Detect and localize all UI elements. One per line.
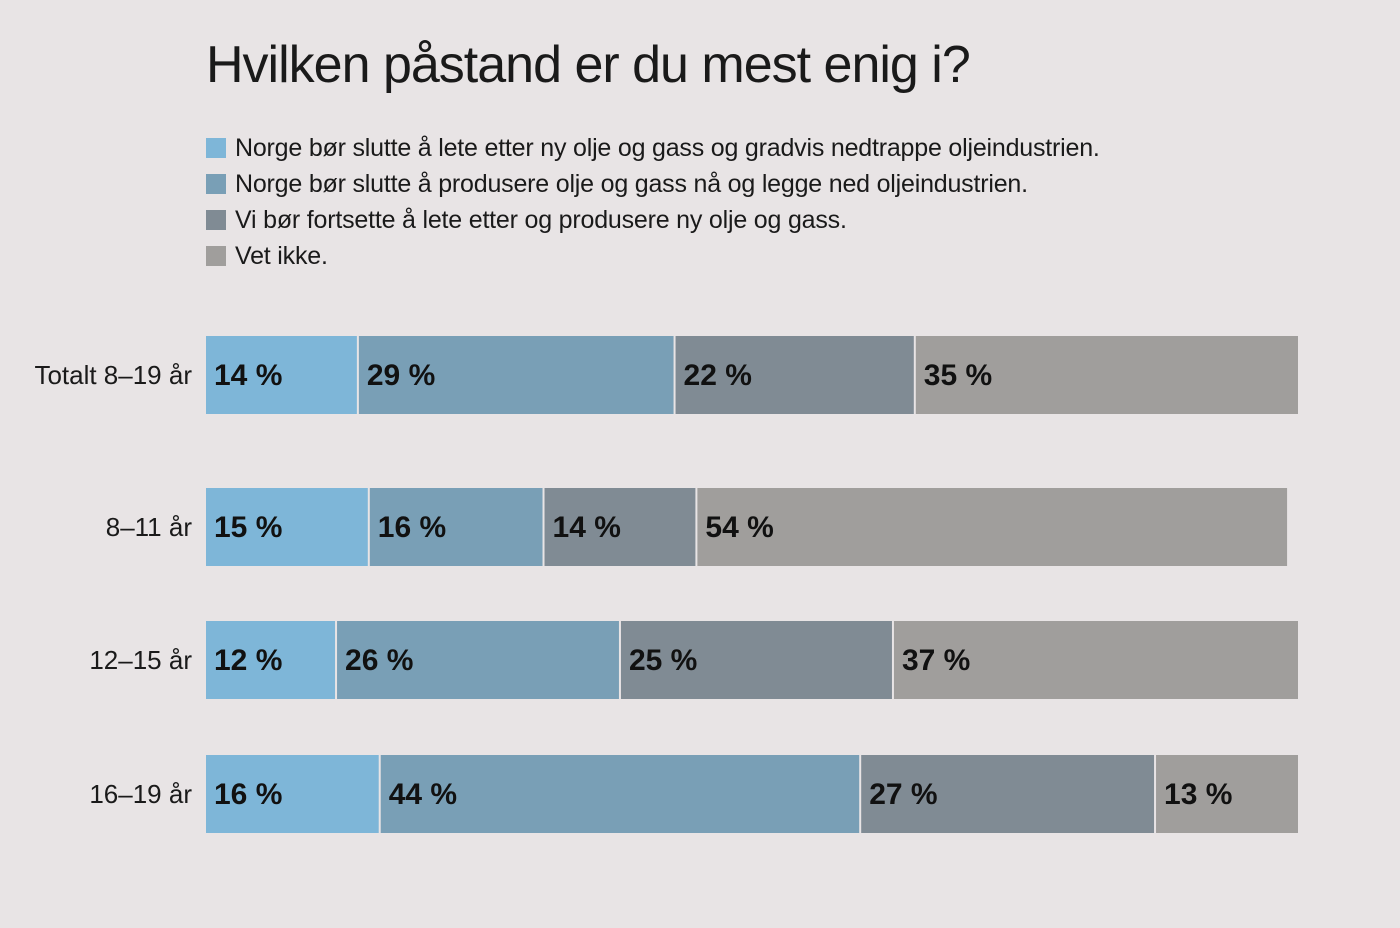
bar-segment (206, 488, 368, 566)
bar-segment (206, 755, 379, 833)
bar-segment (620, 621, 892, 699)
legend: Norge bør slutte å lete etter ny olje og… (206, 130, 1100, 274)
bar-segment (861, 755, 1155, 833)
chart-title: Hvilken påstand er du mest enig i? (206, 36, 971, 94)
legend-swatch-1 (206, 174, 226, 194)
bar-segment (206, 621, 336, 699)
bar-value-label: 35 % (924, 359, 992, 392)
legend-item: Vet ikke. (206, 238, 1100, 274)
bar-segment (1156, 755, 1298, 833)
bar-value-label: 12 % (214, 644, 282, 677)
bar-value-label: 13 % (1164, 778, 1232, 811)
bar-value-label: 29 % (367, 359, 435, 392)
legend-item: Norge bør slutte å lete etter ny olje og… (206, 130, 1100, 166)
bar-value-label: 37 % (902, 644, 970, 677)
legend-swatch-0 (206, 138, 226, 158)
bar-segment (915, 336, 1298, 414)
bar-value-label: 25 % (629, 644, 697, 677)
row-label: 8–11 år (106, 512, 193, 542)
bar-segment (675, 336, 914, 414)
legend-label: Norge bør slutte å lete etter ny olje og… (235, 133, 1100, 162)
row-label: Totalt 8–19 år (34, 360, 192, 390)
bar-segment (206, 336, 357, 414)
bar-segment (369, 488, 543, 566)
bar-value-label: 16 % (214, 778, 282, 811)
legend-swatch-2 (206, 210, 226, 230)
bar-segment (380, 755, 860, 833)
legend-label: Norge bør slutte å produsere olje og gas… (235, 169, 1028, 198)
bar-segment (544, 488, 696, 566)
bar-segment (697, 488, 1288, 566)
legend-label: Vet ikke. (235, 241, 328, 270)
bar-segment (358, 336, 674, 414)
bar-value-label: 22 % (684, 359, 752, 392)
bar-value-label: 15 % (214, 511, 282, 544)
bar-value-label: 44 % (389, 778, 457, 811)
bar-value-label: 27 % (869, 778, 937, 811)
bar-value-label: 14 % (214, 359, 282, 392)
legend-item: Norge bør slutte å produsere olje og gas… (206, 166, 1100, 202)
row-label: 12–15 år (89, 645, 192, 675)
legend-item: Vi bør fortsette å lete etter og produse… (206, 202, 1100, 238)
legend-label: Vi bør fortsette å lete etter og produse… (235, 205, 847, 234)
row-label: 16–19 år (89, 779, 192, 809)
bar-value-label: 16 % (378, 511, 446, 544)
bar-segment (337, 621, 619, 699)
bar-value-label: 54 % (705, 511, 773, 544)
legend-swatch-3 (206, 246, 226, 266)
bar-value-label: 26 % (345, 644, 413, 677)
bar-segment (893, 621, 1298, 699)
bar-value-label: 14 % (553, 511, 621, 544)
